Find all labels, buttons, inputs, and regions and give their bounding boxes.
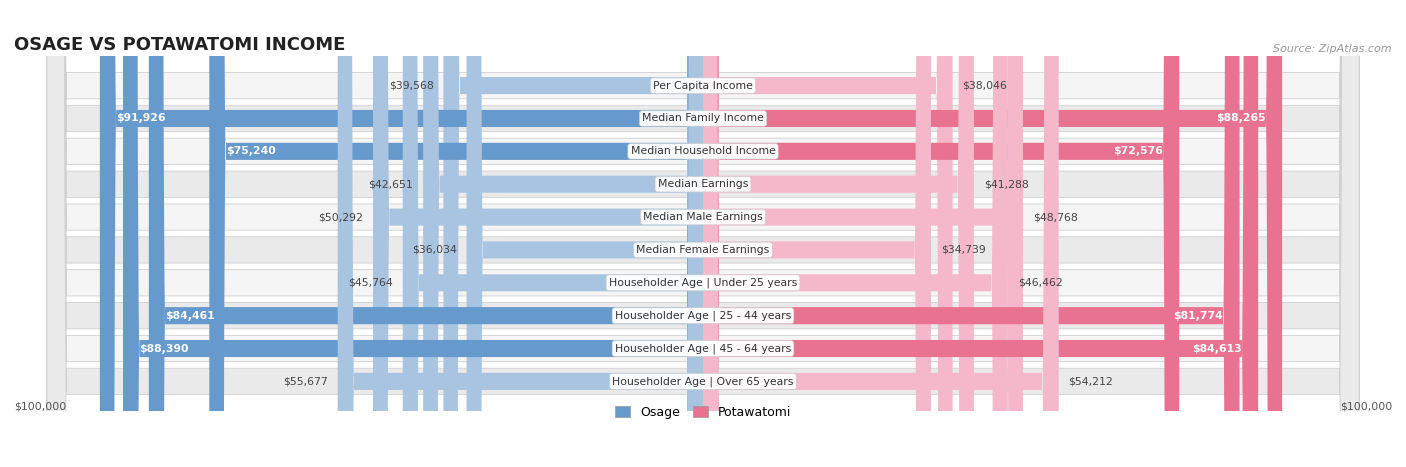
Text: $50,292: $50,292 — [318, 212, 363, 222]
FancyBboxPatch shape — [703, 0, 1008, 467]
FancyBboxPatch shape — [46, 0, 1360, 467]
FancyBboxPatch shape — [703, 0, 974, 467]
FancyBboxPatch shape — [703, 0, 1059, 467]
Text: $34,739: $34,739 — [941, 245, 986, 255]
Text: $88,265: $88,265 — [1216, 113, 1265, 123]
Text: Householder Age | 25 - 44 years: Householder Age | 25 - 44 years — [614, 311, 792, 321]
Text: $39,568: $39,568 — [389, 81, 433, 91]
FancyBboxPatch shape — [373, 0, 703, 467]
Text: $100,000: $100,000 — [14, 401, 66, 411]
Text: Median Household Income: Median Household Income — [630, 146, 776, 156]
FancyBboxPatch shape — [149, 0, 703, 467]
Text: $100,000: $100,000 — [1340, 401, 1392, 411]
Text: $55,677: $55,677 — [283, 376, 328, 386]
Text: $88,390: $88,390 — [139, 344, 188, 354]
FancyBboxPatch shape — [703, 0, 1282, 467]
Text: Per Capita Income: Per Capita Income — [652, 81, 754, 91]
Text: $45,764: $45,764 — [349, 278, 392, 288]
Text: Median Earnings: Median Earnings — [658, 179, 748, 189]
FancyBboxPatch shape — [467, 0, 703, 467]
FancyBboxPatch shape — [46, 0, 1360, 467]
FancyBboxPatch shape — [337, 0, 703, 467]
Text: $41,288: $41,288 — [984, 179, 1029, 189]
FancyBboxPatch shape — [46, 0, 1360, 467]
Text: $84,461: $84,461 — [166, 311, 215, 321]
FancyBboxPatch shape — [703, 0, 1258, 467]
FancyBboxPatch shape — [209, 0, 703, 467]
FancyBboxPatch shape — [703, 0, 953, 467]
Text: Median Male Earnings: Median Male Earnings — [643, 212, 763, 222]
FancyBboxPatch shape — [402, 0, 703, 467]
Text: $36,034: $36,034 — [412, 245, 457, 255]
Text: $54,212: $54,212 — [1069, 376, 1114, 386]
FancyBboxPatch shape — [423, 0, 703, 467]
FancyBboxPatch shape — [46, 0, 1360, 467]
Text: $81,774: $81,774 — [1174, 311, 1223, 321]
FancyBboxPatch shape — [703, 0, 1180, 467]
FancyBboxPatch shape — [443, 0, 703, 467]
FancyBboxPatch shape — [124, 0, 703, 467]
FancyBboxPatch shape — [46, 0, 1360, 467]
FancyBboxPatch shape — [46, 0, 1360, 467]
FancyBboxPatch shape — [703, 0, 1240, 467]
Text: Median Female Earnings: Median Female Earnings — [637, 245, 769, 255]
Text: $75,240: $75,240 — [226, 146, 276, 156]
FancyBboxPatch shape — [703, 0, 931, 467]
Text: $84,613: $84,613 — [1192, 344, 1241, 354]
Text: $46,462: $46,462 — [1018, 278, 1063, 288]
Text: $42,651: $42,651 — [368, 179, 413, 189]
FancyBboxPatch shape — [703, 0, 1024, 467]
Text: $91,926: $91,926 — [117, 113, 166, 123]
Text: Householder Age | Over 65 years: Householder Age | Over 65 years — [612, 376, 794, 387]
Text: $48,768: $48,768 — [1033, 212, 1077, 222]
Text: OSAGE VS POTAWATOMI INCOME: OSAGE VS POTAWATOMI INCOME — [14, 36, 346, 54]
Text: Householder Age | 45 - 64 years: Householder Age | 45 - 64 years — [614, 343, 792, 354]
Text: Median Family Income: Median Family Income — [643, 113, 763, 123]
FancyBboxPatch shape — [46, 0, 1360, 467]
Legend: Osage, Potawatomi: Osage, Potawatomi — [616, 406, 790, 419]
FancyBboxPatch shape — [46, 0, 1360, 467]
Text: Source: ZipAtlas.com: Source: ZipAtlas.com — [1274, 44, 1392, 54]
FancyBboxPatch shape — [100, 0, 703, 467]
Text: Householder Age | Under 25 years: Householder Age | Under 25 years — [609, 277, 797, 288]
FancyBboxPatch shape — [46, 0, 1360, 467]
Text: $38,046: $38,046 — [963, 81, 1007, 91]
FancyBboxPatch shape — [46, 0, 1360, 467]
Text: $72,576: $72,576 — [1114, 146, 1163, 156]
